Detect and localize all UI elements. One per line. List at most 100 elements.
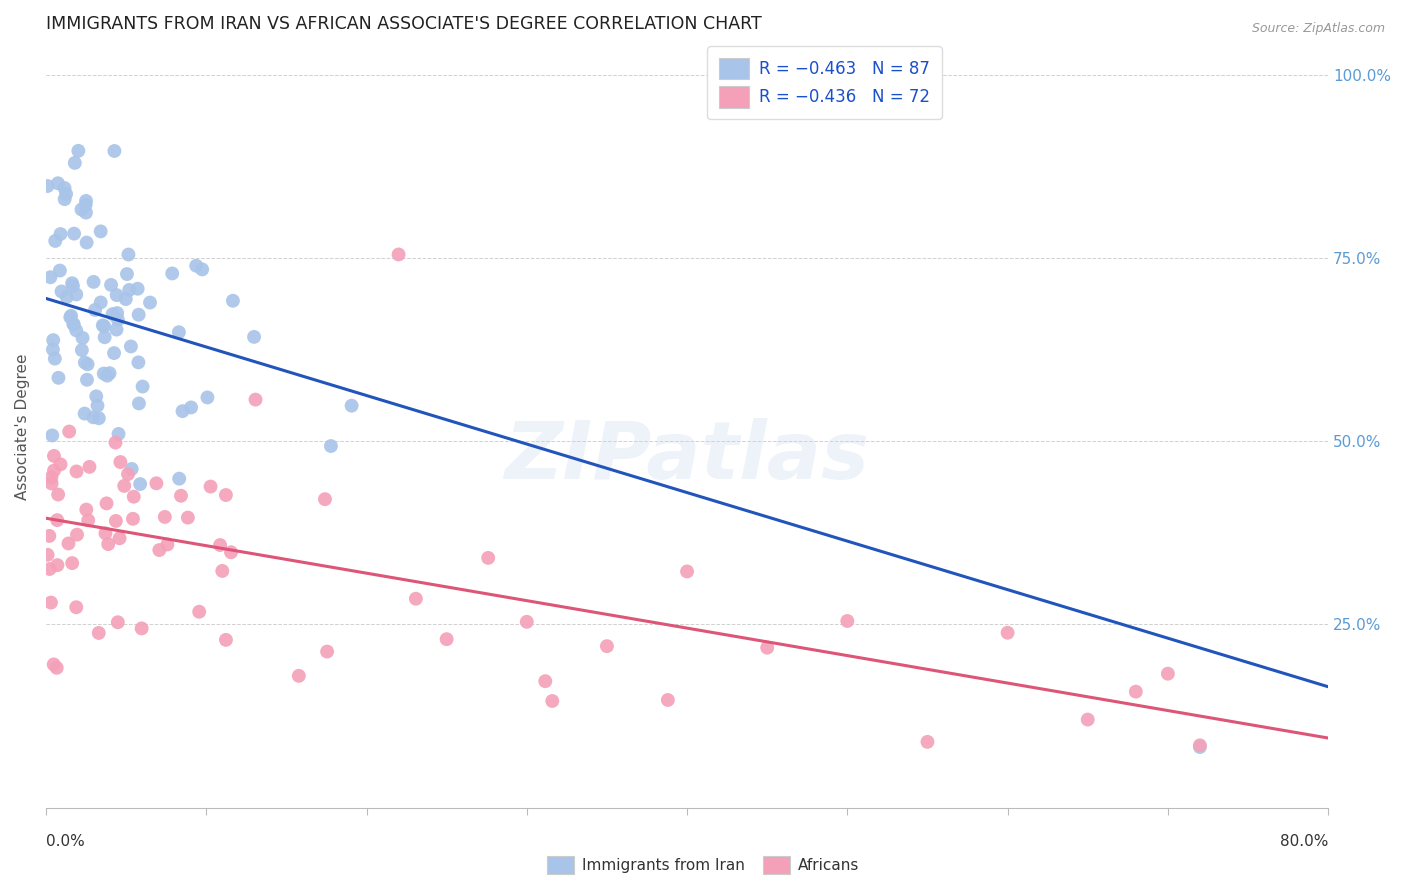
Point [38, 562, 60, 576]
Point [387, 247, 409, 261]
Point [188, 605, 211, 619]
Point [209, 538, 232, 552]
Point [1188, 739, 1211, 753]
Point [156, 537, 179, 551]
Point [340, 399, 363, 413]
Point [112, 479, 135, 493]
Text: 0.0%: 0.0% [46, 834, 84, 848]
Point [101, 307, 124, 321]
Point [541, 694, 564, 708]
Point [41, 428, 63, 442]
Point [314, 492, 336, 507]
Point [49, 458, 72, 472]
Point [96, 496, 118, 510]
Point [107, 426, 129, 441]
Point [107, 312, 129, 326]
Point [41, 476, 63, 491]
Point [45, 661, 67, 675]
Point [105, 288, 128, 302]
Point [60, 309, 83, 323]
Point [49, 263, 72, 277]
Point [105, 322, 128, 336]
Point [127, 282, 149, 296]
Point [160, 267, 183, 281]
Point [98, 366, 121, 380]
Point [75, 194, 97, 208]
Point [104, 435, 127, 450]
Point [122, 490, 145, 504]
Point [65, 323, 87, 337]
Point [76, 373, 98, 387]
Point [38, 529, 60, 543]
Point [73, 355, 96, 369]
Point [219, 545, 242, 559]
Point [100, 277, 122, 292]
Point [83, 275, 105, 289]
Point [60, 277, 83, 291]
Point [516, 615, 538, 629]
Point [245, 392, 267, 407]
Point [65, 287, 87, 301]
Point [82, 410, 104, 425]
Point [75, 198, 97, 212]
Point [405, 591, 427, 606]
Point [104, 514, 127, 528]
Point [77, 513, 100, 527]
Point [676, 565, 699, 579]
Point [76, 357, 98, 371]
Point [131, 379, 153, 393]
Point [167, 472, 190, 486]
Point [96, 368, 118, 383]
Point [46, 176, 69, 190]
Point [66, 527, 89, 541]
Point [1157, 666, 1180, 681]
Point [72, 331, 94, 345]
Point [115, 267, 138, 281]
Point [200, 479, 222, 493]
Point [121, 462, 143, 476]
Point [42, 464, 65, 478]
Point [117, 247, 139, 261]
Text: IMMIGRANTS FROM IRAN VS AFRICAN ASSOCIATE'S DEGREE CORRELATION CHART: IMMIGRANTS FROM IRAN VS AFRICAN ASSOCIAT… [46, 15, 762, 33]
Point [436, 632, 458, 647]
Point [243, 330, 266, 344]
Point [148, 543, 170, 558]
Point [186, 259, 208, 273]
Point [167, 325, 190, 339]
Point [90, 295, 112, 310]
Point [94, 526, 117, 541]
Point [76, 235, 98, 250]
Point [108, 531, 131, 545]
Point [44, 351, 66, 366]
Point [191, 262, 214, 277]
Point [46, 558, 69, 573]
Point [62, 318, 84, 332]
Point [79, 459, 101, 474]
Point [596, 639, 619, 653]
Point [70, 343, 93, 357]
Legend: R = −0.463   N = 87, R = −0.436   N = 72: R = −0.463 N = 87, R = −0.436 N = 72 [707, 46, 942, 120]
Point [59, 310, 82, 325]
Legend: Immigrants from Iran, Africans: Immigrants from Iran, Africans [540, 850, 866, 880]
Point [222, 293, 245, 308]
Point [170, 489, 193, 503]
Point [73, 407, 96, 421]
Point [110, 455, 132, 469]
Point [131, 621, 153, 635]
Point [172, 404, 194, 418]
Point [49, 227, 72, 241]
Text: 80.0%: 80.0% [1279, 834, 1329, 848]
Point [657, 693, 679, 707]
Point [51, 285, 73, 299]
Point [917, 735, 939, 749]
Point [127, 355, 149, 369]
Point [63, 156, 86, 170]
Point [319, 439, 342, 453]
Point [103, 346, 125, 360]
Point [42, 657, 65, 672]
Point [39, 596, 62, 610]
Point [197, 391, 219, 405]
Point [153, 510, 176, 524]
Point [120, 339, 142, 353]
Point [62, 317, 84, 331]
